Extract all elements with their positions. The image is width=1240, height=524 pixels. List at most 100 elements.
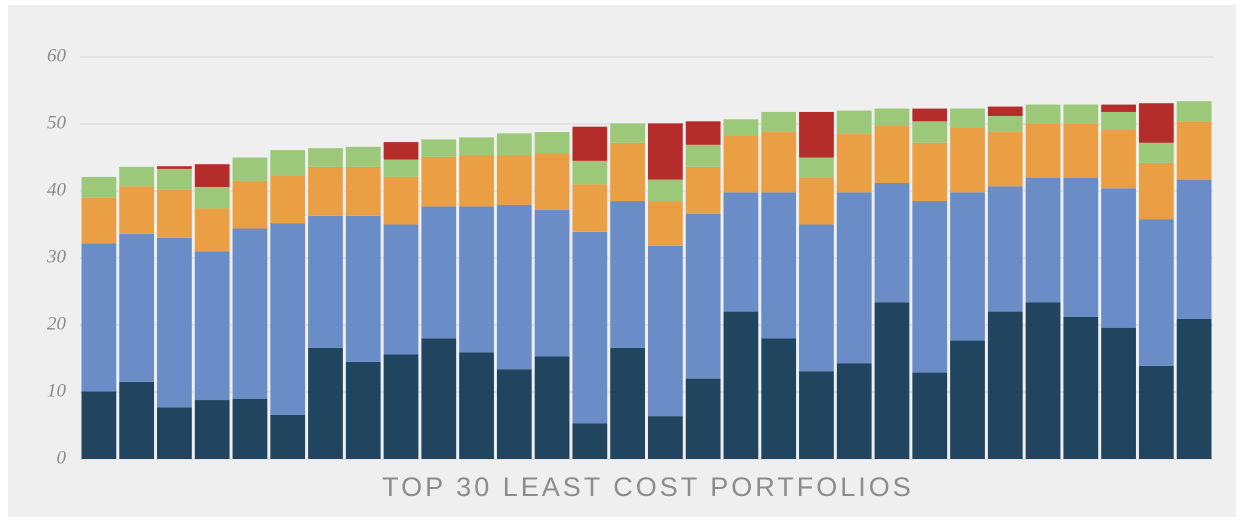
bar-segment bbox=[119, 166, 155, 187]
bar-segment bbox=[950, 192, 985, 341]
bar-segment bbox=[534, 153, 570, 210]
bar-segment bbox=[610, 347, 645, 459]
y-tick-label: 60 bbox=[47, 45, 67, 66]
bar-segment bbox=[345, 146, 381, 167]
bar-segment bbox=[874, 126, 910, 183]
bar-segment bbox=[421, 156, 457, 207]
bar-segment bbox=[1101, 327, 1136, 459]
bar-segment bbox=[1138, 142, 1174, 163]
bar-segment bbox=[232, 157, 268, 181]
bar-segment bbox=[157, 166, 192, 169]
bar-segment bbox=[232, 228, 268, 399]
bar-segment bbox=[459, 352, 494, 459]
bar-segment bbox=[648, 179, 683, 202]
bar-segment bbox=[1101, 111, 1136, 131]
bar-segment bbox=[308, 166, 343, 216]
bar-segment bbox=[496, 133, 532, 156]
bar-segment bbox=[232, 398, 268, 459]
bar-segment bbox=[345, 166, 381, 216]
bar-segment bbox=[572, 126, 608, 161]
bar-segment bbox=[723, 311, 759, 459]
bar-segment bbox=[421, 206, 457, 339]
bar-segment bbox=[950, 340, 985, 459]
bar-segment bbox=[685, 378, 721, 459]
bar-segment bbox=[270, 414, 306, 459]
bar-segment bbox=[534, 209, 570, 357]
bar-segment bbox=[1063, 316, 1099, 459]
y-tick-label: 50 bbox=[47, 112, 67, 133]
bar-segment bbox=[874, 182, 910, 303]
bar-segment bbox=[610, 123, 645, 143]
bar-segment bbox=[270, 175, 306, 224]
bar-segment bbox=[723, 119, 759, 136]
bar-segment bbox=[270, 150, 306, 176]
bar-segment bbox=[496, 205, 532, 370]
bar-segment bbox=[1138, 103, 1174, 143]
bar-segment bbox=[761, 111, 797, 133]
bar-segment bbox=[194, 251, 230, 401]
bar-segment bbox=[874, 108, 910, 127]
bar-segment bbox=[912, 142, 948, 202]
bar-segment bbox=[81, 176, 117, 198]
bar-segment bbox=[987, 106, 1023, 116]
bar-segment bbox=[685, 213, 721, 379]
bar-segment bbox=[1138, 219, 1174, 366]
bar-segment bbox=[1176, 101, 1212, 122]
bar-segment bbox=[157, 407, 192, 459]
bar-segment bbox=[383, 224, 419, 355]
bar-segment bbox=[345, 361, 381, 459]
bar-segment bbox=[723, 192, 759, 312]
bar-segment bbox=[270, 223, 306, 415]
bar-segment bbox=[459, 137, 494, 156]
bar-segment bbox=[1101, 188, 1136, 328]
bar-segment bbox=[1025, 177, 1061, 303]
bar-segment bbox=[799, 371, 834, 459]
bar-segment bbox=[572, 231, 608, 424]
bar-segment bbox=[987, 115, 1023, 133]
bar-segment bbox=[1063, 104, 1099, 124]
bar-segment bbox=[912, 108, 948, 122]
bar-segment bbox=[1138, 162, 1174, 220]
bar-segment bbox=[761, 192, 797, 339]
y-tick-label: 0 bbox=[57, 447, 67, 468]
bar-segment bbox=[194, 164, 230, 187]
bar-segment bbox=[572, 423, 608, 459]
bar-segment bbox=[119, 381, 155, 459]
bar-segment bbox=[157, 168, 192, 190]
bar-segment bbox=[950, 108, 985, 129]
bar-segment bbox=[987, 132, 1023, 187]
bar-segment bbox=[157, 237, 192, 408]
x-axis-label: TOP 30 LEAST COST PORTFOLIOS bbox=[382, 472, 914, 502]
bar-segment bbox=[912, 121, 948, 143]
bar-segment bbox=[1138, 365, 1174, 459]
bar-segment bbox=[648, 245, 683, 417]
bar-segment bbox=[534, 132, 570, 154]
bar-segment bbox=[912, 372, 948, 459]
bar-segment bbox=[799, 157, 834, 178]
bar-segment bbox=[383, 142, 419, 160]
bar-segment bbox=[1025, 104, 1061, 124]
bar-segment bbox=[648, 416, 683, 459]
bar-segment bbox=[119, 186, 155, 234]
bar-segment bbox=[383, 159, 419, 177]
bar-segment bbox=[610, 201, 645, 348]
bar-segment bbox=[194, 186, 230, 209]
bar-segment bbox=[194, 208, 230, 252]
bar-segment bbox=[1176, 179, 1212, 319]
bar-segment bbox=[799, 177, 834, 225]
bar-segment bbox=[648, 201, 683, 246]
bar-segment bbox=[345, 215, 381, 362]
bar-segment bbox=[1101, 104, 1136, 112]
bar-segment bbox=[308, 347, 343, 459]
bar-segment bbox=[761, 338, 797, 459]
bar-segment bbox=[648, 123, 683, 180]
bar-segment bbox=[308, 148, 343, 167]
bar-segment bbox=[950, 128, 985, 193]
bar-segment bbox=[1025, 302, 1061, 459]
bar-segment bbox=[610, 142, 645, 202]
bar-segment bbox=[836, 110, 872, 135]
bar-segment bbox=[232, 180, 268, 229]
bar-segment bbox=[874, 302, 910, 459]
bar-segment bbox=[685, 121, 721, 145]
